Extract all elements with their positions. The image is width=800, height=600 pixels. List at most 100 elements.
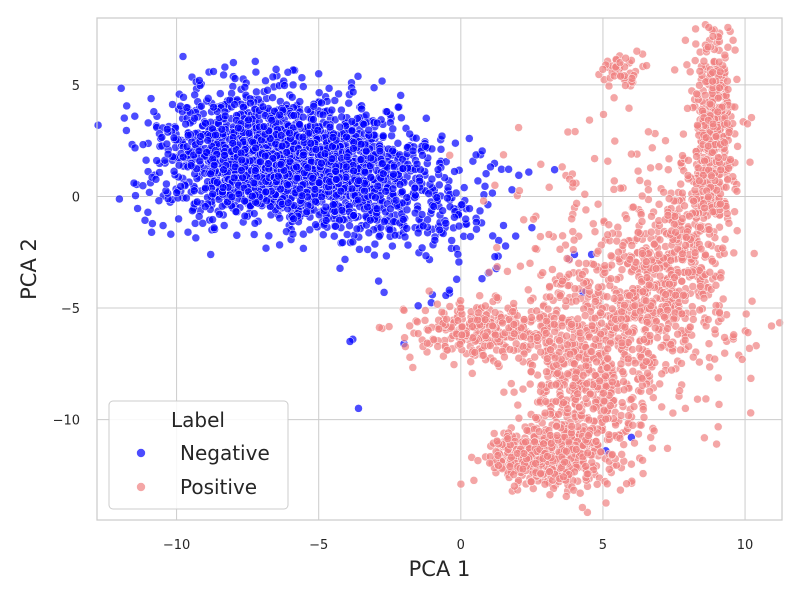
- point-negative: [331, 222, 340, 231]
- point-positive: [617, 450, 626, 459]
- point-positive: [690, 248, 700, 257]
- point-negative: [363, 202, 372, 212]
- point-positive: [711, 281, 721, 290]
- point-negative: [499, 221, 508, 230]
- point-negative: [275, 240, 284, 250]
- point-negative: [331, 167, 340, 176]
- point-negative: [413, 301, 423, 311]
- point-negative: [143, 208, 153, 217]
- point-positive: [570, 284, 580, 293]
- point-negative: [324, 84, 334, 93]
- point-positive: [548, 265, 557, 274]
- point-negative: [430, 235, 440, 245]
- point-positive: [551, 397, 561, 406]
- point-negative: [201, 118, 210, 128]
- point-positive: [599, 388, 608, 398]
- point-negative: [445, 285, 454, 295]
- point-positive: [606, 251, 616, 261]
- point-positive: [514, 123, 523, 132]
- point-negative: [122, 126, 131, 135]
- point-negative: [379, 169, 388, 178]
- point-positive: [449, 360, 459, 369]
- point-negative: [276, 160, 286, 169]
- point-positive: [732, 75, 742, 84]
- point-positive: [629, 402, 639, 411]
- point-positive: [546, 439, 556, 448]
- point-negative: [327, 105, 337, 115]
- point-negative: [370, 250, 379, 260]
- point-positive: [693, 163, 703, 173]
- point-negative: [179, 93, 188, 102]
- point-negative: [206, 169, 215, 179]
- point-negative: [441, 218, 451, 228]
- point-negative: [182, 103, 192, 112]
- point-positive: [714, 153, 723, 162]
- point-negative: [252, 87, 261, 97]
- point-positive: [732, 186, 742, 196]
- point-negative: [317, 98, 326, 108]
- point-negative: [263, 86, 272, 95]
- point-positive: [532, 333, 542, 342]
- point-negative: [438, 206, 447, 215]
- point-positive: [571, 445, 581, 454]
- point-positive: [562, 331, 571, 341]
- point-positive: [473, 456, 483, 465]
- point-negative: [208, 215, 217, 224]
- point-negative: [262, 196, 271, 205]
- point-positive: [657, 402, 666, 412]
- point-positive: [646, 227, 656, 237]
- point-negative: [143, 118, 153, 128]
- point-positive: [627, 74, 637, 83]
- point-positive: [682, 233, 691, 242]
- point-negative: [488, 188, 497, 198]
- point-positive: [716, 199, 725, 209]
- point-positive: [630, 438, 639, 448]
- point-positive: [669, 314, 679, 324]
- point-negative: [309, 102, 318, 111]
- point-positive: [618, 367, 628, 377]
- point-negative: [337, 205, 347, 215]
- point-negative: [169, 133, 179, 143]
- point-negative: [325, 122, 335, 132]
- point-positive: [747, 296, 757, 306]
- point-positive: [519, 215, 528, 225]
- point-positive: [574, 402, 584, 412]
- point-negative: [424, 189, 433, 198]
- point-positive: [552, 431, 562, 440]
- point-positive: [569, 245, 578, 254]
- point-negative: [244, 128, 254, 138]
- point-positive: [510, 329, 519, 339]
- point-negative: [385, 225, 395, 235]
- point-positive: [457, 330, 467, 340]
- point-positive: [531, 244, 540, 253]
- point-positive: [518, 464, 528, 474]
- point-negative: [408, 146, 418, 156]
- point-negative: [267, 115, 277, 125]
- point-negative: [337, 112, 346, 122]
- point-positive: [491, 330, 500, 340]
- point-positive: [494, 461, 503, 470]
- point-positive: [470, 348, 480, 357]
- point-negative: [298, 132, 308, 142]
- point-negative: [282, 148, 291, 157]
- point-positive: [629, 202, 638, 212]
- point-negative: [194, 212, 204, 221]
- point-positive: [655, 379, 664, 389]
- point-positive: [534, 427, 544, 436]
- point-negative: [511, 231, 520, 241]
- point-negative: [131, 191, 140, 200]
- point-negative: [237, 166, 246, 175]
- point-positive: [573, 389, 582, 399]
- point-positive: [474, 308, 483, 318]
- point-positive: [481, 301, 490, 311]
- point-negative: [452, 275, 461, 284]
- point-negative: [396, 91, 405, 100]
- point-positive: [543, 304, 553, 314]
- point-negative: [140, 216, 150, 225]
- point-positive: [654, 200, 664, 209]
- point-negative: [232, 231, 242, 240]
- point-positive: [718, 294, 728, 304]
- point-negative: [388, 146, 397, 156]
- point-positive: [651, 264, 661, 273]
- point-negative: [320, 149, 330, 158]
